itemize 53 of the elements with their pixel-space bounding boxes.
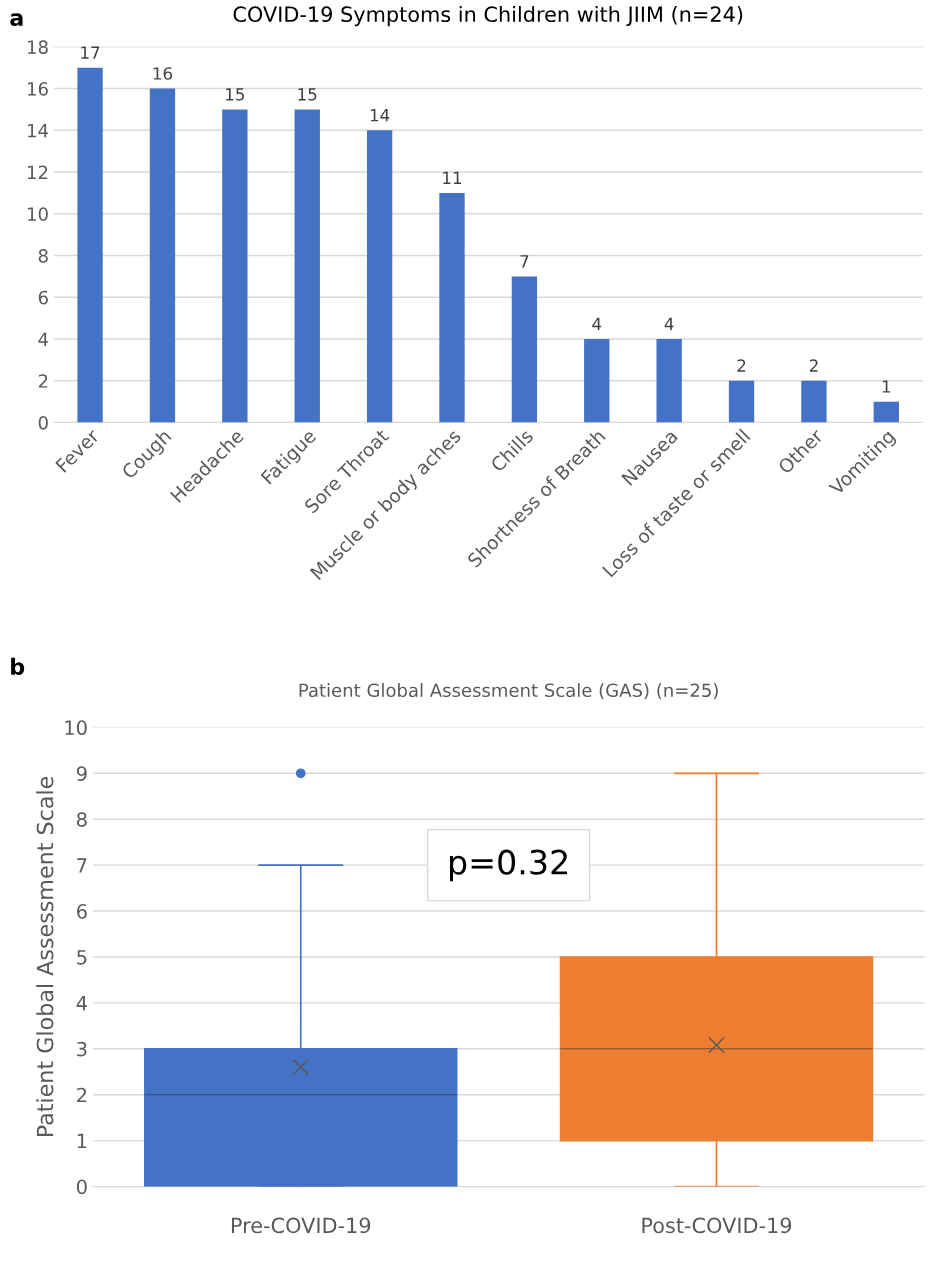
bar (222, 109, 248, 423)
bar (801, 380, 827, 423)
chart-title: COVID-19 Symptoms in Children with JIIM (n=24) (233, 5, 743, 27)
annotation: p=0.32 (450, 849, 567, 882)
y-tick-label: 16 (28, 82, 48, 96)
bar (584, 339, 610, 423)
bar (511, 276, 538, 423)
y-tick-label: 12 (28, 165, 48, 179)
data-label: 11 (443, 171, 462, 184)
y-tick-label: 7 (77, 858, 87, 873)
y-tick-label: 14 (28, 123, 49, 138)
data-label: 14 (370, 109, 390, 122)
data-label: 4 (592, 317, 602, 330)
y-tick-label: 4 (38, 332, 49, 346)
y-tick-label: 18 (28, 40, 48, 54)
y-tick-label: 0 (38, 415, 48, 430)
bar (366, 130, 393, 423)
y-tick-label: 2 (38, 374, 48, 388)
data-label: 7 (520, 255, 529, 268)
data-label: 15 (298, 88, 317, 101)
y-axis-title: Patient Global Assessment Scale (36, 776, 54, 1137)
data-label: 4 (664, 317, 674, 330)
bar (656, 339, 682, 423)
y-tick-label: 0 (76, 1179, 87, 1195)
data-label: 16 (153, 67, 173, 80)
y-tick-label: 8 (38, 248, 48, 263)
data-label: 17 (81, 46, 100, 59)
bar (439, 192, 465, 423)
data-label: 1 (882, 380, 891, 393)
y-tick-label: 8 (76, 812, 87, 827)
y-tick-label: 4 (76, 996, 87, 1011)
y-tick-label: 6 (77, 904, 87, 919)
text: b (11, 657, 25, 675)
y-tick-label: 1 (77, 1133, 87, 1149)
y-tick-label: 6 (38, 290, 48, 305)
bar (873, 401, 899, 423)
x-tick-label: Post-COVID-19 (642, 1217, 792, 1234)
y-tick-label: 2 (77, 1087, 87, 1103)
data-label: 15 (226, 88, 244, 101)
bar (294, 109, 320, 423)
bar (149, 88, 176, 423)
y-tick-label: 10 (65, 720, 87, 736)
data-label: 2 (737, 359, 746, 372)
y-tick-label: 3 (77, 1041, 87, 1057)
text: a (10, 13, 23, 27)
chart-title: Patient Global Assessment Scale (GAS) (n=25) (299, 683, 718, 700)
bar (77, 67, 103, 423)
x-tick-label: Pre-COVID-19 (231, 1217, 371, 1234)
bar (728, 380, 755, 423)
y-tick-label: 10 (28, 207, 48, 221)
data-label: 2 (809, 359, 818, 372)
y-tick-label: 5 (77, 950, 87, 965)
y-tick-label: 9 (76, 766, 87, 781)
